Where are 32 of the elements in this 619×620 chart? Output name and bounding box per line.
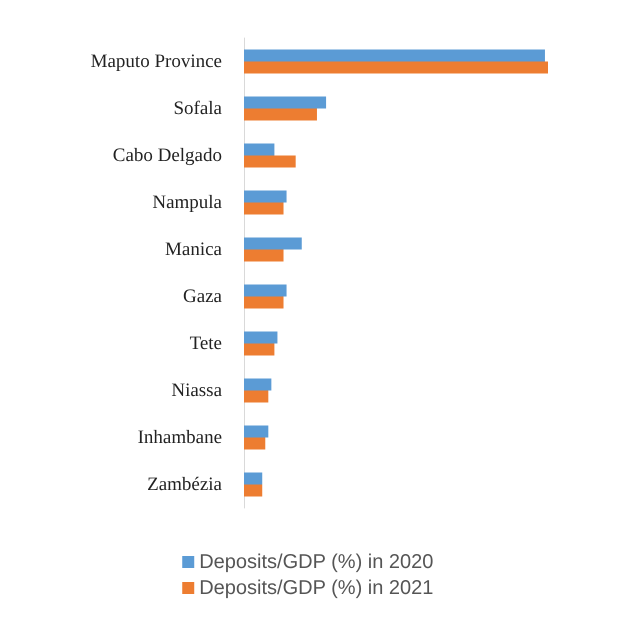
y-tick-label: Inhambane <box>138 427 222 448</box>
bar <box>244 62 548 74</box>
y-tick-label: Nampula <box>152 192 223 213</box>
y-tick-label: Gaza <box>182 286 223 307</box>
legend-label: Deposits/GDP (%) in 2021 <box>199 577 434 599</box>
bar <box>244 332 278 344</box>
bar <box>244 378 272 390</box>
bar <box>244 296 284 308</box>
bar <box>244 284 287 296</box>
bar <box>244 426 268 438</box>
bar <box>244 390 268 402</box>
bar <box>244 144 274 156</box>
bar <box>244 202 284 214</box>
y-tick-label: Sofala <box>173 98 223 119</box>
y-tick-label: Manica <box>165 239 223 260</box>
bar <box>244 484 262 496</box>
y-tick-label: Niassa <box>171 380 223 401</box>
y-tick-label: Cabo Delgado <box>112 145 222 166</box>
bar <box>244 438 266 450</box>
bar <box>244 156 296 168</box>
bar <box>244 96 326 108</box>
bar <box>244 344 274 356</box>
y-tick-label: Zambézia <box>147 474 223 495</box>
bar <box>244 238 302 250</box>
y-tick-label: Tete <box>190 333 222 354</box>
bar <box>244 472 262 484</box>
bar <box>244 190 287 202</box>
bar <box>244 250 284 262</box>
legend-label: Deposits/GDP (%) in 2020 <box>199 551 434 573</box>
bar <box>244 108 317 120</box>
bar <box>244 50 545 62</box>
y-tick-label: Maputo Province <box>90 51 222 72</box>
